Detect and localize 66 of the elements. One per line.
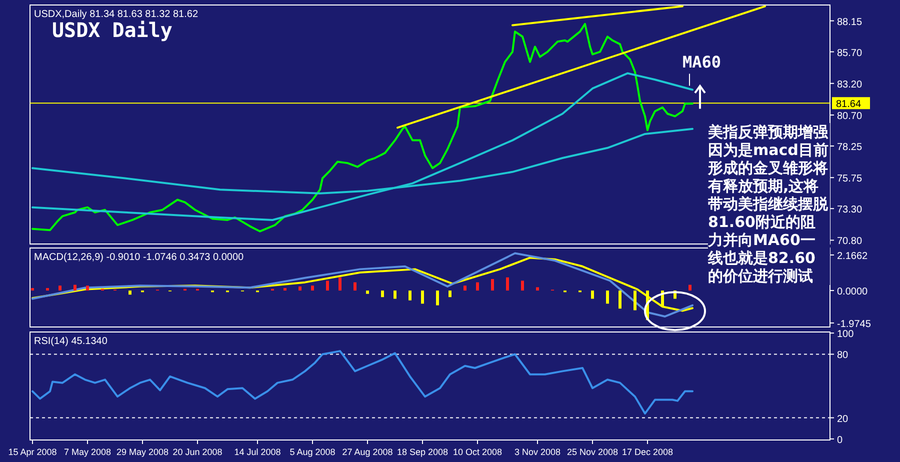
bar <box>591 290 594 299</box>
y-tick-label: 75.75 <box>837 174 862 185</box>
bar <box>606 290 609 304</box>
x-tick-label: 14 Jul 2008 <box>234 447 281 457</box>
annotation: MACD(12,26,9) -0.9010 -1.0746 0.3473 0.0000 <box>34 252 244 263</box>
bar <box>491 279 494 291</box>
x-tick-label: 15 Apr 2008 <box>8 447 57 457</box>
line-series <box>32 252 694 318</box>
y-tick-label: 100 <box>837 329 854 340</box>
y-tick-label: 80 <box>837 350 849 362</box>
bar <box>354 282 356 291</box>
bar <box>506 277 509 291</box>
bar <box>448 290 452 298</box>
bar <box>311 286 314 291</box>
line-series <box>32 350 694 415</box>
x-tick-label: 18 Sep 2008 <box>396 447 448 457</box>
x-tick-label: 25 Nov 2008 <box>566 447 618 457</box>
x-tick-label: 7 May 2008 <box>64 447 112 457</box>
bar <box>476 282 479 291</box>
text: USDX Daily <box>52 18 172 42</box>
bar <box>74 284 76 291</box>
bar <box>338 277 342 291</box>
bar <box>618 290 622 309</box>
bar <box>421 290 424 304</box>
bar <box>536 287 539 291</box>
bar <box>284 288 286 291</box>
y-tick-label: 78.25 <box>837 142 862 153</box>
annotation: USDX,Daily 81.34 81.63 81.32 81.62 <box>34 9 198 20</box>
y-tick-label: 20 <box>837 414 849 425</box>
bar <box>58 286 62 291</box>
annotation: RSI(14) 45.1340 <box>34 336 108 347</box>
bar <box>436 290 439 306</box>
x-tick-label: 20 Jun 2008 <box>172 447 222 457</box>
bar <box>298 286 302 291</box>
y-tick-label: 0 <box>837 434 843 446</box>
y-tick-label: -1.9745 <box>837 318 872 330</box>
line-series <box>32 72 694 221</box>
text: 美指反弹预期增强因为是macd目前形成的金叉雏形将有释放预期,这将带动美指继续摆脱81.60附近的阻力并向MA60一线也就是82.60的价位进行测试 <box>708 123 828 285</box>
bar <box>464 286 466 291</box>
y-tick-label: 88.15 <box>837 16 862 28</box>
bar <box>31 288 34 291</box>
y-tick-label: 83.20 <box>837 79 862 90</box>
y-tick-label: 80.70 <box>837 111 862 122</box>
y-tick-label: 70.80 <box>837 236 862 248</box>
x-tick-label: 5 Aug 2008 <box>290 447 336 457</box>
ref-line-label: 81.64 <box>836 99 862 110</box>
bar <box>366 290 369 294</box>
y-tick-label: 0.0000 <box>837 286 868 298</box>
y-tick-label: 73.30 <box>837 204 862 216</box>
x-tick-label: 29 May 2008 <box>116 447 169 457</box>
x-tick-label: 17 Dec 2008 <box>622 447 674 457</box>
bar <box>381 290 384 298</box>
series-label: MA60 <box>682 52 722 72</box>
bar <box>46 288 49 291</box>
x-tick-label: 10 Oct 2008 <box>452 447 502 457</box>
y-tick-label: 2.1662 <box>837 250 868 262</box>
bar <box>688 284 692 291</box>
bar <box>408 290 412 300</box>
x-tick-label: 27 Aug 2008 <box>342 447 393 457</box>
bar <box>521 280 524 291</box>
bar <box>86 286 89 291</box>
bar <box>326 280 329 291</box>
y-tick-label: 85.70 <box>837 48 862 59</box>
bar <box>128 290 132 295</box>
x-tick-label: 3 Nov 2008 <box>514 447 561 457</box>
bar <box>394 290 396 299</box>
